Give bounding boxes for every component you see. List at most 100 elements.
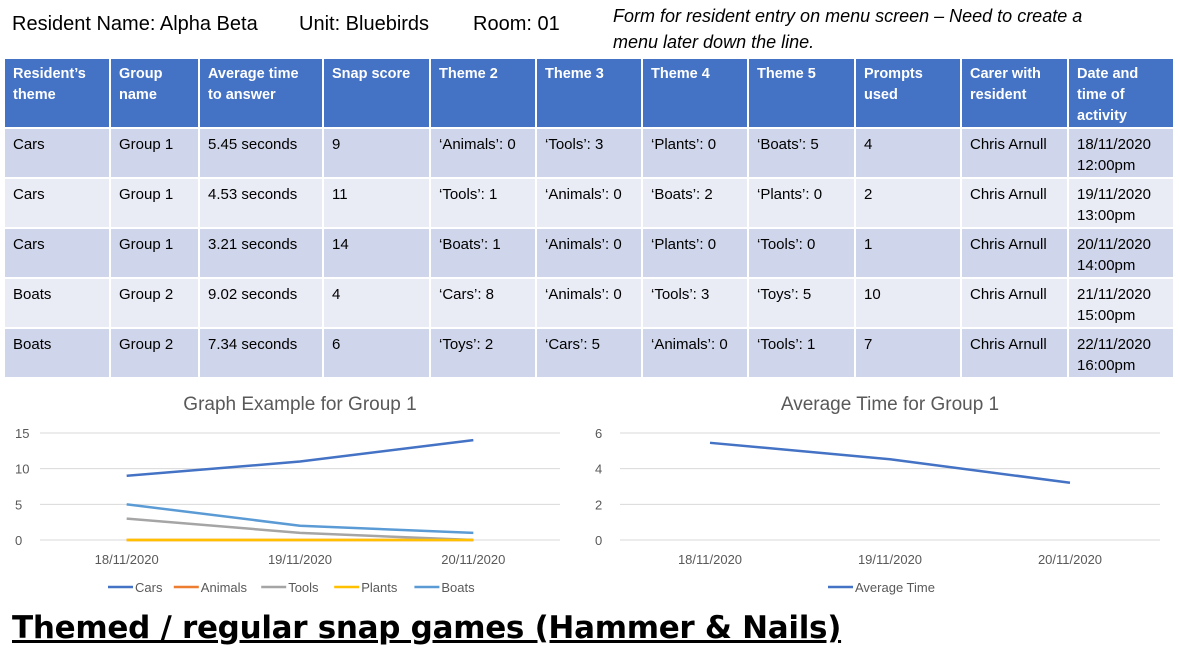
snap-score-chart: Graph Example for Group 1 0 5 10 15 18/11/202… <box>15 394 560 595</box>
table-cell: ‘Animals’: 0 <box>641 327 749 379</box>
column-header: Theme 5 <box>747 57 856 129</box>
table-row: Boats Group 2 7.34 seconds 6 ‘Toys’: 2 ‘Cars’… <box>3 327 1175 379</box>
table-cell: Group 2 <box>109 327 200 379</box>
table-cell: 21/11/2020 15:00pm <box>1067 277 1175 329</box>
table-cell: ‘Cars’: 5 <box>535 327 643 379</box>
column-header: Theme 4 <box>641 57 749 129</box>
column-header: Date and time of activity <box>1067 57 1175 129</box>
table-cell: Group 2 <box>109 277 200 329</box>
table-cell: Cars <box>3 177 111 229</box>
table-cell: 19/11/2020 13:00pm <box>1067 177 1175 229</box>
table-cell: 9 <box>322 127 431 179</box>
legend-label: Cars <box>135 580 163 595</box>
table-cell: 4 <box>854 127 962 179</box>
table-cell: Chris Arnull <box>960 227 1069 279</box>
table-cell: 14 <box>322 227 431 279</box>
table-cell: 7 <box>854 327 962 379</box>
table-cell: ‘Tools’: 1 <box>747 327 856 379</box>
table-cell: 20/11/2020 14:00pm <box>1067 227 1175 279</box>
chart-title: Average Time for Group 1 <box>781 394 999 415</box>
column-header: Average time to answer <box>198 57 324 129</box>
table-cell: Cars <box>3 127 111 179</box>
table-cell: ‘Boats’: 5 <box>747 127 856 179</box>
table-cell: 4.53 seconds <box>198 177 324 229</box>
y-tick-label: 6 <box>595 426 602 441</box>
series-line-cars <box>126 438 474 478</box>
table-cell: 2 <box>854 177 962 229</box>
room-label: Room: 01 <box>473 13 560 35</box>
column-header: Snap score <box>322 57 431 129</box>
x-tick-label: 18/11/2020 <box>678 552 742 567</box>
table-cell: 18/11/2020 12:00pm <box>1067 127 1175 179</box>
average-time-chart: Average Time for Group 1 0 2 4 6 18/11/2020 19… <box>595 394 1160 595</box>
table-cell: Boats <box>3 327 111 379</box>
table-cell: Group 1 <box>109 227 200 279</box>
x-tick-label: 20/11/2020 <box>441 552 505 567</box>
series-line-tools <box>126 517 474 542</box>
table-cell: ‘Plants’: 0 <box>747 177 856 229</box>
column-header: Group name <box>109 57 200 129</box>
table-cell: Chris Arnull <box>960 177 1069 229</box>
table-cell: ‘Cars’: 8 <box>429 277 537 329</box>
table-cell: ‘Animals’: 0 <box>535 227 643 279</box>
column-header: Prompts used <box>854 57 962 129</box>
legend-label: Average Time <box>855 580 935 595</box>
table-cell: 9.02 seconds <box>198 277 324 329</box>
table-cell: ‘Animals’: 0 <box>429 127 537 179</box>
table-cell: ‘Boats’: 2 <box>641 177 749 229</box>
legend-label: Boats <box>441 580 475 595</box>
column-header: Theme 2 <box>429 57 537 129</box>
x-tick-label: 20/11/2020 <box>1038 552 1102 567</box>
table-cell: Chris Arnull <box>960 277 1069 329</box>
table-cell: ‘Tools’: 1 <box>429 177 537 229</box>
chart-title: Graph Example for Group 1 <box>183 394 416 415</box>
table-cell: 7.34 seconds <box>198 327 324 379</box>
table-cell: ‘Toys’: 5 <box>747 277 856 329</box>
column-header: Theme 3 <box>535 57 643 129</box>
table-cell: ‘Plants’: 0 <box>641 227 749 279</box>
table-cell: Group 1 <box>109 177 200 229</box>
legend-label: Animals <box>201 580 248 595</box>
table-row: Cars Group 1 4.53 seconds 11 ‘Tools’: 1 ‘Anim… <box>3 177 1175 229</box>
table-cell: 5.45 seconds <box>198 127 324 179</box>
table-cell: ‘Toys’: 2 <box>429 327 537 379</box>
x-tick-label: 18/11/2020 <box>95 552 159 567</box>
table-cell: Chris Arnull <box>960 127 1069 179</box>
y-tick-label: 5 <box>15 497 22 512</box>
page-footer-title: Themed / regular snap games (Hammer & Na… <box>12 610 842 646</box>
unit-label: Unit: Bluebirds <box>299 13 430 35</box>
table-cell: ‘Plants’: 0 <box>641 127 749 179</box>
table-header-row: Resident’s theme Group name Average time t… <box>3 57 1175 129</box>
series-line-average-time <box>709 441 1071 484</box>
table-cell: ‘Boats’: 1 <box>429 227 537 279</box>
table-cell: Chris Arnull <box>960 327 1069 379</box>
table-cell: Boats <box>3 277 111 329</box>
table-body: Cars Group 1 5.45 seconds 9 ‘Animals’: 0 ‘Too… <box>3 127 1175 379</box>
table-row: Cars Group 1 3.21 seconds 14 ‘Boats’: 1 ‘Anim… <box>3 227 1175 279</box>
y-tick-label: 10 <box>15 462 29 477</box>
y-tick-label: 15 <box>15 426 29 441</box>
table-cell: ‘Tools’: 0 <box>747 227 856 279</box>
table-row: Cars Group 1 5.45 seconds 9 ‘Animals’: 0 ‘Too… <box>3 127 1175 179</box>
y-tick-label: 0 <box>15 533 22 548</box>
form-note: Form for resident entry on menu screen –… <box>613 6 1083 52</box>
table-cell: Group 1 <box>109 127 200 179</box>
table-cell: ‘Tools’: 3 <box>641 277 749 329</box>
resident-name: Resident Name: Alpha Beta <box>12 13 258 35</box>
column-header: Carer with resident <box>960 57 1069 129</box>
table-cell: ‘Animals’: 0 <box>535 177 643 229</box>
table-row: Boats Group 2 9.02 seconds 4 ‘Cars’: 8 ‘Anima… <box>3 277 1175 329</box>
activity-table: Resident’s theme Group name Average time t… <box>3 57 1175 379</box>
table-cell: 4 <box>322 277 431 329</box>
legend-label: Tools <box>288 580 319 595</box>
column-header: Resident’s theme <box>3 57 111 129</box>
table-cell: 1 <box>854 227 962 279</box>
series-line-boats <box>126 503 474 535</box>
table-cell: 3.21 seconds <box>198 227 324 279</box>
y-tick-label: 4 <box>595 462 602 477</box>
table-cell: ‘Animals’: 0 <box>535 277 643 329</box>
legend-label: Plants <box>361 580 398 595</box>
y-tick-label: 2 <box>595 497 602 512</box>
table-cell: ‘Tools’: 3 <box>535 127 643 179</box>
table-cell: 10 <box>854 277 962 329</box>
